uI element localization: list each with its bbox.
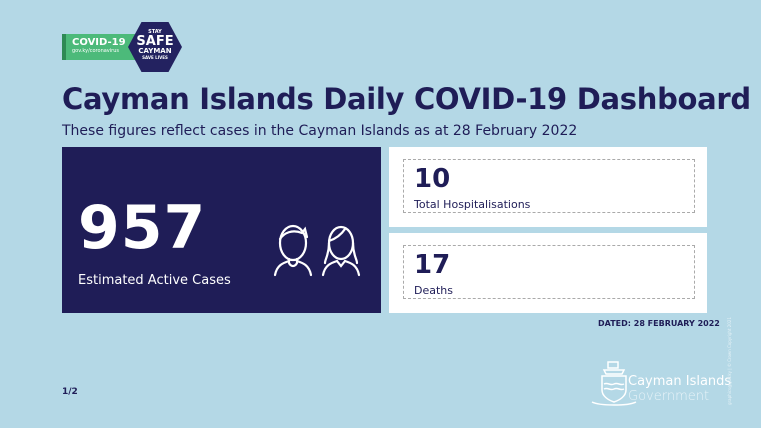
- government-line1: Cayman Islands: [628, 374, 732, 389]
- deaths-label: Deaths: [414, 284, 453, 297]
- page-subtitle: These figures reflect cases in the Cayma…: [62, 123, 578, 139]
- deaths-value: 17: [414, 250, 451, 280]
- active-cases-value: 957: [78, 193, 207, 263]
- cayman-text: CAYMAN: [138, 47, 172, 55]
- stay-safe-logo: STAY SAFE CAYMAN SAVE LIVES: [128, 22, 182, 72]
- covid-label: COVID-19: [72, 37, 126, 48]
- page-title: Cayman Islands Daily COVID-19 Dashboard: [62, 82, 751, 116]
- active-cases-panel: 957 Estimated Active Cases: [62, 147, 381, 313]
- stay-text: STAY: [148, 29, 162, 35]
- hospitalisations-value: 10: [414, 164, 451, 194]
- active-cases-label: Estimated Active Cases: [78, 273, 231, 288]
- hospitalisations-label: Total Hospitalisations: [414, 198, 531, 211]
- government-line2: Government: [628, 389, 710, 404]
- people-icon: [273, 224, 361, 277]
- page-number: 1/2: [62, 387, 78, 397]
- safe-text: SAFE: [136, 34, 174, 49]
- credit-text: graphics@gov.ky | © Crown Copyright 2021: [727, 317, 732, 405]
- dated-text: DATED: 28 FEBRUARY 2022: [598, 319, 720, 328]
- coat-of-arms-icon: [591, 361, 637, 406]
- deaths-card: 17 Deaths: [389, 233, 707, 313]
- save-lives-text: SAVE LIVES: [142, 55, 168, 60]
- government-logo-text: Cayman Islands Government: [628, 374, 731, 404]
- covid-url: gov.ky/coronavirus: [72, 48, 119, 54]
- hospitalisations-card: 10 Total Hospitalisations: [389, 147, 707, 227]
